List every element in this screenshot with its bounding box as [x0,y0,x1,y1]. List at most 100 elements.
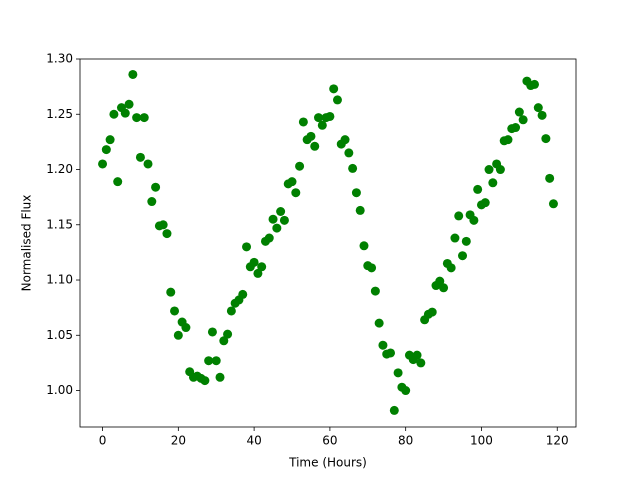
x-tick-label: 100 [470,434,493,448]
data-point [548,199,558,209]
data-point [348,163,358,173]
data-point [147,197,157,207]
data-point [503,135,513,145]
data-point [314,113,324,123]
data-point [109,109,119,119]
y-tick-label: 1.20 [46,162,73,176]
x-tick-label: 60 [322,434,337,448]
data-point [340,135,350,145]
data-point [480,198,490,208]
data-point [332,95,342,105]
data-point [401,386,411,396]
x-tick-label: 0 [99,434,107,448]
data-point [132,113,142,123]
data-point [393,368,403,378]
data-point [113,177,123,187]
data-point [389,405,399,415]
data-point [416,358,426,368]
y-tick-label: 1.10 [46,273,73,287]
x-tick-label: 120 [546,434,569,448]
data-point [298,117,308,127]
data-point [120,108,130,118]
data-point [249,257,259,267]
data-point [355,205,365,215]
y-tick-label: 1.05 [46,328,73,342]
data-point [264,233,274,243]
y-tick-label: 1.15 [46,217,73,231]
data-point [541,134,551,144]
y-tick-label: 1.30 [46,52,73,66]
data-point [151,182,161,192]
data-point [374,318,384,328]
data-point [166,287,176,297]
data-point [253,268,263,278]
data-point [329,84,339,94]
data-point [435,276,445,286]
data-point [317,120,327,130]
data-point [518,115,528,125]
data-point [484,165,494,175]
data-point [128,69,138,79]
x-tick-label: 40 [246,434,261,448]
data-point [454,211,464,221]
data-point [211,356,221,366]
data-point [170,306,180,316]
x-tick-label: 80 [398,434,413,448]
data-point [450,233,460,243]
data-point [226,306,236,316]
data-point [257,262,267,272]
data-point [344,148,354,158]
data-point [530,79,540,89]
data-point [495,165,505,175]
plot-frame [79,58,577,428]
data-point [412,350,422,360]
data-point [276,207,286,217]
data-point [173,330,183,340]
data-point [351,188,361,198]
data-point [272,223,282,233]
data-point [219,336,229,346]
y-tick-label: 1.25 [46,107,73,121]
data-point [124,99,134,109]
x-axis-label: Time (Hours) [288,456,367,470]
data-point [446,263,456,273]
data-point [279,215,289,225]
x-tick-label: 20 [171,434,186,448]
data-point [533,103,543,113]
data-point [181,323,191,333]
data-point [105,135,115,145]
data-point [268,214,278,224]
data-point [162,229,172,239]
data-point [537,110,547,120]
data-point [511,123,521,133]
data-point [439,283,449,293]
data-point [488,178,498,188]
data-point [378,340,388,350]
data-point [295,161,305,171]
data-point [473,184,483,194]
data-point [545,173,555,183]
data-point [143,159,153,169]
data-point [291,188,301,198]
data-point [139,113,149,123]
y-tick-label: 1.00 [46,383,73,397]
data-point [242,242,252,252]
data-point [427,307,437,317]
data-point [310,141,320,151]
y-axis-label: Normalised Flux [20,195,34,292]
data-point [514,107,524,117]
data-point [458,251,468,261]
data-point [204,356,214,366]
data-point [238,289,248,299]
data-point [367,263,377,273]
data-point [370,286,380,296]
data-point [461,236,471,246]
data-point [469,215,479,225]
data-point [200,376,210,386]
data-point [287,177,297,187]
data-point [325,111,335,121]
data-point [101,145,111,155]
data-point [215,372,225,382]
data-point [359,241,369,251]
